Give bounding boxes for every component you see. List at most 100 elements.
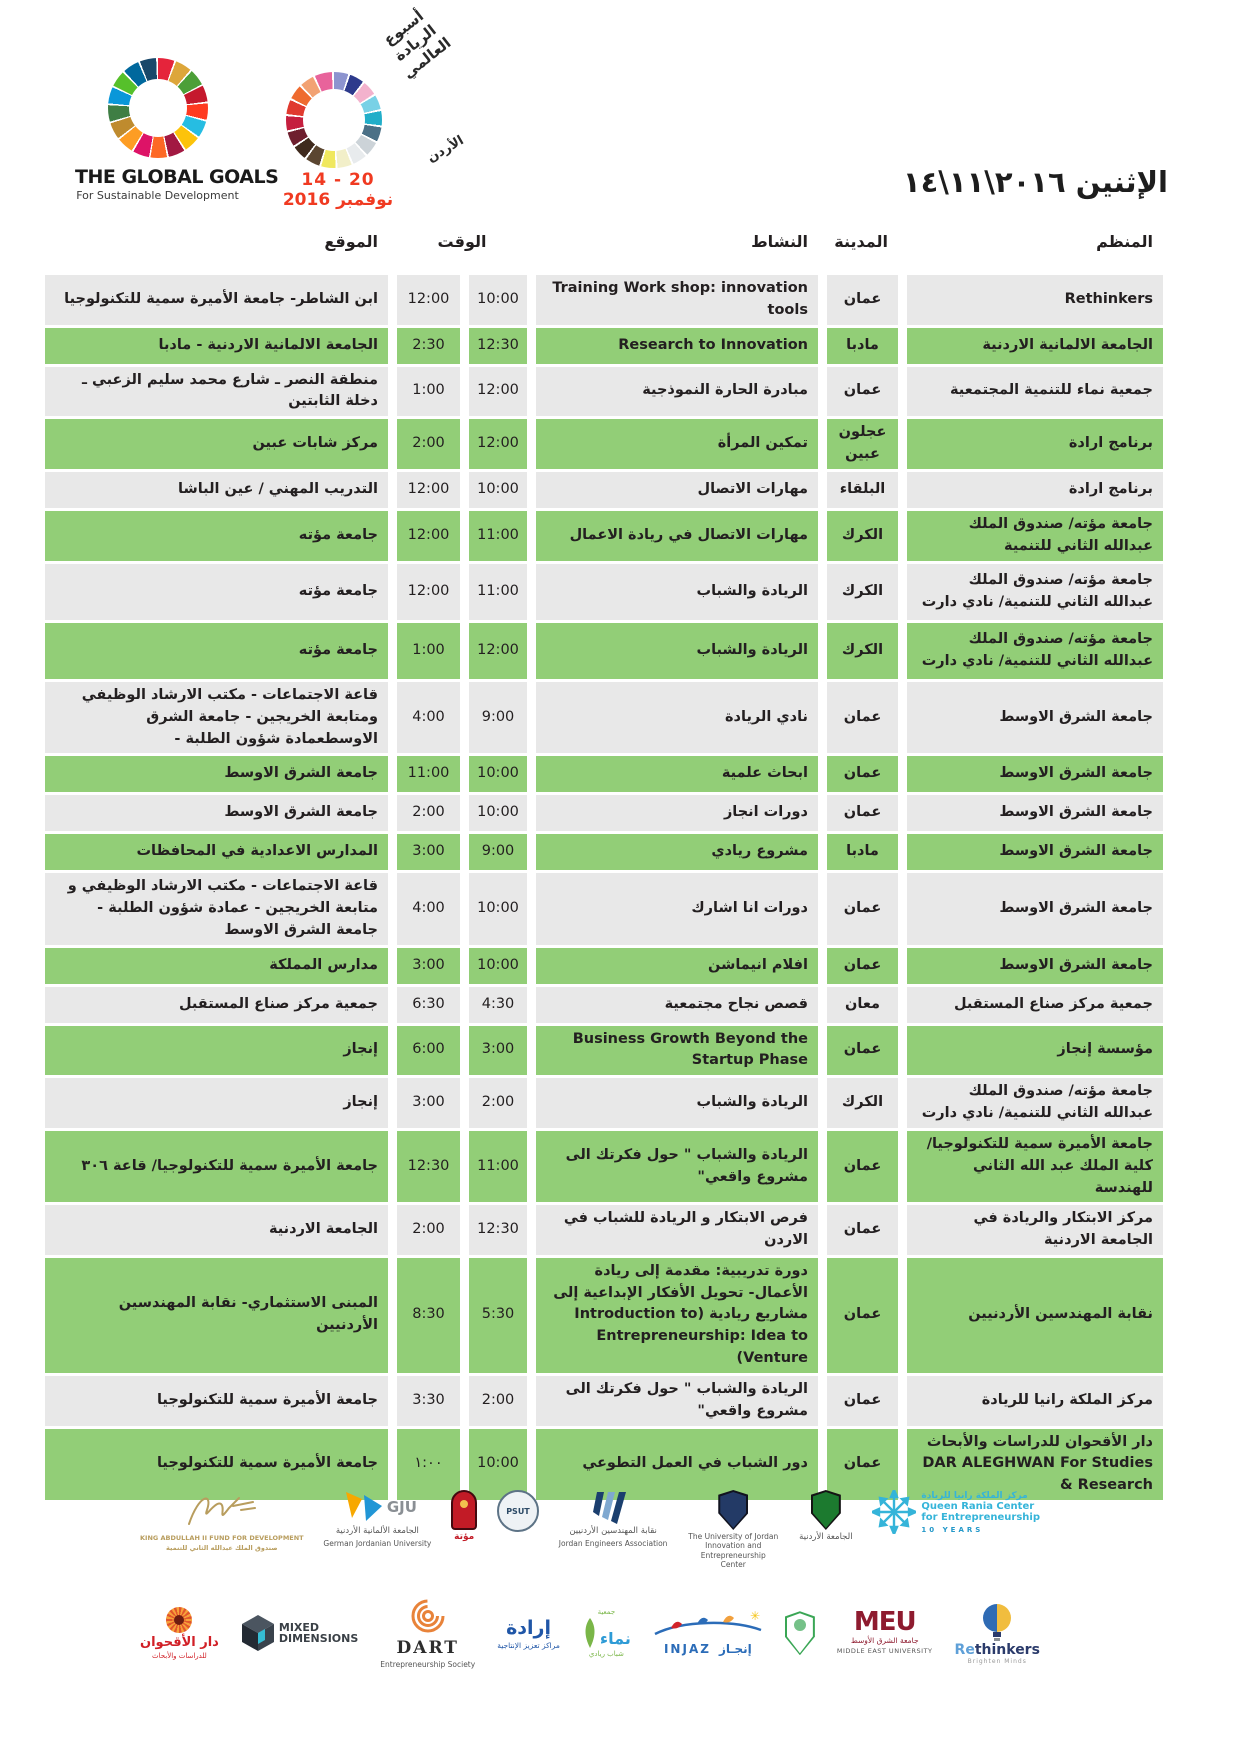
cell-t2: 3:30 (397, 1375, 460, 1426)
table-row: جامعة الشرق الاوسط عمان افلام انيماشن 10:00… (41, 947, 1163, 984)
future-makers-shield-icon (784, 1611, 815, 1656)
cell-t2: 3:00 (397, 947, 460, 984)
cell-city: عمان (827, 682, 898, 754)
cell-city: عمان (827, 873, 898, 945)
cell-city: عمان (827, 1257, 898, 1373)
gju-name-ar: الجامعة الألمانية الأردنية (335, 1526, 419, 1536)
cell-city: معان (827, 986, 898, 1023)
cell-t1: 9:00 (469, 682, 527, 754)
jea-name-en: Jordan Engineers Association (558, 1538, 668, 1548)
cell-act: Research to Innovation (536, 327, 818, 364)
schedule-table: المنظم المدينة النشاط الوقت الموقع Rethi… (41, 232, 1163, 1500)
cell-t1: 12:30 (469, 327, 527, 364)
cell-t2: 8:30 (397, 1257, 460, 1373)
irada-name: إرادة (506, 1616, 552, 1639)
cell-org: مركز الابتكار والريادة في الجامعة الاردن… (907, 1205, 1163, 1255)
logo-namaa: جمعية نماء شباب ريادي (582, 1608, 631, 1658)
dart-sub: Entrepreneurship Society (380, 1659, 476, 1669)
cell-org: مؤسسة إنجاز (907, 1025, 1163, 1075)
qrce-star-icon (872, 1490, 917, 1534)
cell-org: Rethinkers (907, 275, 1163, 325)
partner-logos: KING ABDULLAH II FUND FOR DEVELOPMENT صن… (140, 1490, 1040, 1669)
cell-org: جامعة مؤته/ صندوق الملك عبدالله الثاني ل… (907, 1078, 1163, 1128)
cell-t1: 10:00 (469, 472, 527, 508)
uj-iec-shield-icon (718, 1490, 749, 1530)
cell-org: جامعة مؤته/ صندوق الملك عبدالله الثاني ل… (907, 511, 1163, 561)
cell-t1: 3:00 (469, 1025, 527, 1075)
table-row: دار الأقحوان للدراسات والأبحاث DAR ALEGH… (41, 1428, 1163, 1500)
rethinkers-name-rest: thinkers (974, 1641, 1040, 1658)
cell-t2: 11:00 (397, 756, 460, 793)
cell-city: عمان (827, 1375, 898, 1426)
cell-city: عمان (827, 756, 898, 793)
cell-org: جامعة الشرق الاوسط (907, 756, 1163, 793)
cell-t1: 10:00 (469, 275, 527, 325)
gew-country: الأردن (424, 133, 467, 166)
cell-org: جامعة مؤته/ صندوق الملك عبدالله الثاني ل… (907, 623, 1163, 679)
logo-dar-alaqhwan: دار الأقحوان للدراسات والأبحاث (140, 1606, 219, 1660)
cell-org: جامعة الشرق الاوسط (907, 873, 1163, 945)
meu-name-ar: جامعة الشرق الأوسط (850, 1636, 919, 1646)
cell-city: البلقاء (827, 472, 898, 508)
mixed-cube-icon (241, 1615, 274, 1652)
cell-org: مركز الملكة رانيا للريادة (907, 1375, 1163, 1426)
table-row: جامعة الشرق الاوسط عمان دورات انجاز 10:00 2:… (41, 795, 1163, 832)
cell-t2: 2:00 (397, 419, 460, 469)
cell-org: جمعية مركز صناع المستقبل (907, 986, 1163, 1023)
gew-logo: أسبوع الريادة العالمي الأردن 20 - 14 نوف… (258, 7, 488, 220)
irada-sub: مراكز تعزيز الإنتاجية (497, 1640, 560, 1650)
qrce-years: 10 YEARS (921, 1525, 984, 1534)
gju-name-en: German Jordanian University (323, 1538, 432, 1548)
global-goals-subtitle: For Sustainable Development (76, 189, 239, 202)
logo-injaz: ✳ INJAZ إنجـاز (653, 1610, 763, 1656)
cell-t2: 12:00 (397, 564, 460, 620)
cell-act: الريادة والشباب (536, 1078, 818, 1128)
gew-ring-icon (286, 72, 382, 168)
cell-loc: المبنى الاستثماري- نقابة المهندسين الأرد… (45, 1257, 388, 1373)
cell-org: جامعة الشرق الاوسط (907, 795, 1163, 832)
cell-loc: جامعة الشرق الاوسط (45, 795, 388, 832)
kafd-name-ar: صندوق الملك عبدالله الثاني للتنمية (166, 1544, 278, 1552)
cell-city: الكرك (827, 623, 898, 679)
logo-mutah: مؤتة (451, 1490, 478, 1542)
global-goals-ring-icon (107, 58, 208, 158)
cell-loc: جامعة مؤته (45, 511, 388, 561)
cell-t1: 12:00 (469, 623, 527, 679)
meu-abbr: MEU (853, 1606, 917, 1637)
mixed-name-l1: MIXED (278, 1620, 320, 1634)
uj-shield-icon (810, 1490, 841, 1530)
cell-loc: قاعة الاجتماعات - مكتب الارشاد الوظيفي و… (45, 873, 388, 945)
cell-city: مادبا (827, 327, 898, 364)
logo-mixed-dimensions: MIXED DIMENSIONS (241, 1614, 358, 1652)
meu-name-en: MIDDLE EAST UNIVERSITY (836, 1647, 933, 1656)
cell-loc: ابن الشاطر- جامعة الأميرة سمية للتكنولوج… (45, 275, 388, 325)
svg-text:✳: ✳ (750, 1610, 760, 1623)
cell-t1: 4:30 (469, 986, 527, 1023)
page-date: الإثنين ٢٠١٦\١١\١٤ (903, 165, 1168, 199)
partner-logos-row-2: دار الأقحوان للدراسات والأبحاث MIXED DIM… (140, 1598, 1040, 1669)
cell-org: جمعية نماء للتنمية المجتمعية (907, 366, 1163, 416)
cell-city: عمان (827, 1205, 898, 1255)
cell-act: دورة تدريبية: مقدمة إلى ريادة الأعمال- ت… (536, 1257, 818, 1373)
cell-t1: 10:00 (469, 1428, 527, 1500)
cell-t1: 12:30 (469, 1205, 527, 1255)
cell-loc: جامعة الأميرة سمية للتكنولوجيا/ قاعة ٣٠٦ (45, 1131, 388, 1203)
cell-act: مبادرة الحارة النموذجية (536, 366, 818, 416)
cell-city: مادبا (827, 834, 898, 871)
cell-act: مشروع ريادي (536, 834, 818, 871)
injaz-name-en: INJAZ (663, 1642, 711, 1657)
namaa-top: جمعية (597, 1608, 616, 1617)
cell-t2: 12:00 (397, 275, 460, 325)
logo-jea: نقابة المهندسين الأردنيين Jordan Enginee… (558, 1490, 668, 1548)
cell-loc: جمعية مركز صناع المستقبل (45, 986, 388, 1023)
cell-act: قصص نجاح مجتمعية (536, 986, 818, 1023)
cell-t2: 12:30 (397, 1131, 460, 1203)
cell-city: الكرك (827, 511, 898, 561)
logo-future-makers (784, 1611, 815, 1656)
qrce-name-ar: مركز الملكة رانيا للريادة (921, 1490, 1028, 1501)
cell-org: الجامعة الالمانية الاردنية (907, 327, 1163, 364)
logo-dart: DART Entrepreneurship Society (380, 1598, 475, 1669)
logo-kafd: KING ABDULLAH II FUND FOR DEVELOPMENT صن… (140, 1490, 304, 1552)
cell-loc: قاعة الاجتماعات - مكتب الارشاد الوظيفي و… (45, 682, 388, 754)
cell-act: الريادة والشباب (536, 623, 818, 679)
